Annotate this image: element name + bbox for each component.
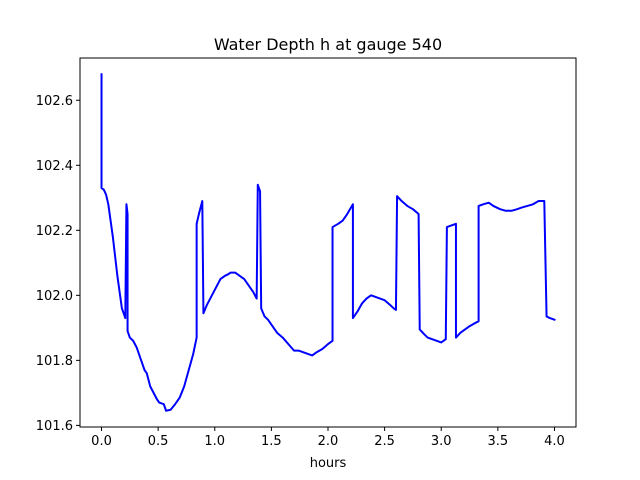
y-tick-label: 102.6 (36, 94, 73, 109)
x-tick-label: 0.0 (91, 434, 112, 449)
y-tick-label: 102.2 (36, 224, 73, 239)
x-tick-label: 2.5 (374, 434, 395, 449)
axes: 0.0 0.5 1.0 1.5 2.0 2.5 3.0 3.5 4.0 101.6 101.8 102… (36, 57, 577, 449)
chart-title: Water Depth h at gauge 540 (214, 35, 442, 54)
y-tick-label: 102.4 (36, 159, 73, 174)
x-tick-label: 3.5 (488, 434, 509, 449)
y-tick-label: 101.8 (36, 354, 73, 369)
y-tick-label: 101.6 (36, 419, 73, 434)
x-tick-label: 2.0 (318, 434, 339, 449)
x-tick-label: 0.5 (148, 434, 169, 449)
x-tick-label: 4.0 (544, 434, 565, 449)
x-axis-label: hours (310, 456, 347, 471)
x-tick-label: 1.0 (204, 434, 225, 449)
x-tick-label: 1.5 (261, 434, 282, 449)
series-line-1 (100, 73, 556, 412)
x-tick-label: 3.0 (431, 434, 452, 449)
y-tick-label: 102.0 (36, 289, 73, 304)
plot-area (100, 73, 556, 412)
